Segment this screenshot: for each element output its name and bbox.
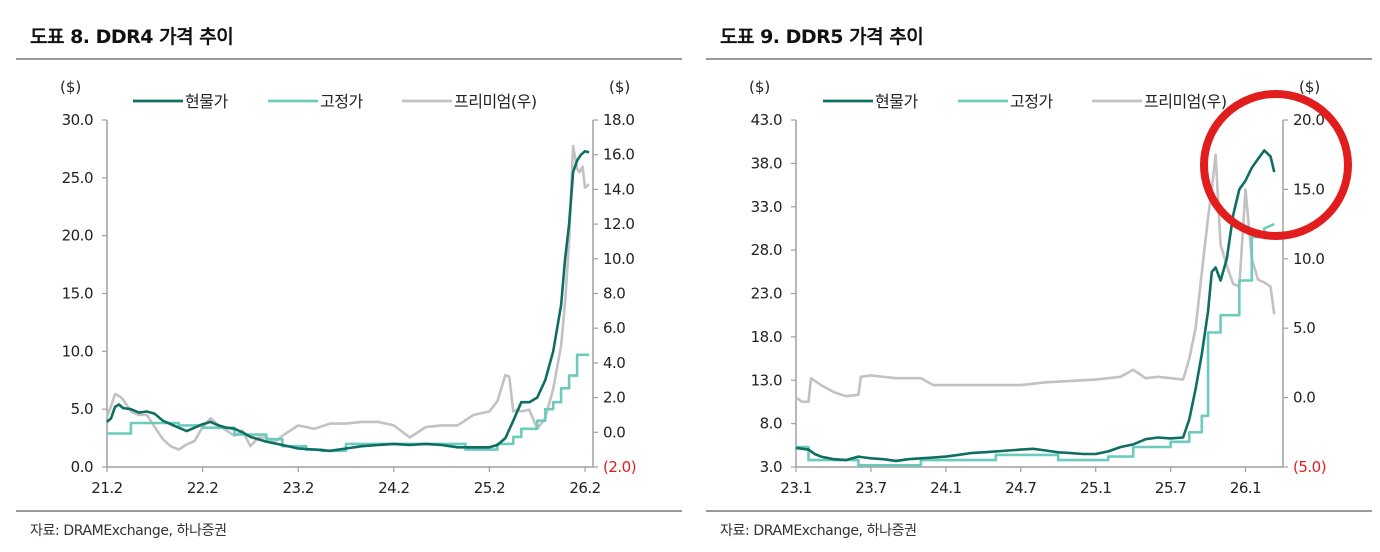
x-tick-label: 22.2	[187, 479, 218, 497]
ddr5-panel: 도표 9. DDR5 가격 추이 43.0 38.0 33.0 28.0 23.0 18.…	[690, 0, 1380, 552]
left-y-tick-label: 43.0	[751, 111, 782, 129]
series-line-premium	[795, 153, 1276, 404]
bottom-divider	[706, 510, 1372, 512]
right-y-tick-label: (5.0)	[1293, 458, 1326, 476]
x-tick-label: 24.1	[930, 479, 961, 497]
series-line-contract	[796, 222, 1275, 467]
series-line-spot	[106, 149, 590, 453]
ddr5-price-chart: 43.0 38.0 33.0 28.0 23.0 18.0 13.0 8.0 3.0 20.0 15…	[749, 78, 1327, 497]
x-tick-label: 23.1	[780, 479, 811, 497]
x-tick-label: 25.7	[1155, 479, 1186, 497]
left-y-tick-label: 20.0	[62, 227, 93, 245]
left-y-tick-label: 8.0	[760, 415, 782, 433]
x-tick-label: 25.1	[1080, 479, 1111, 497]
right-y-tick-label: 4.0	[603, 354, 625, 372]
left-y-tick-label: 30.0	[62, 111, 93, 129]
top-divider	[706, 58, 1372, 60]
x-tick-label: 24.2	[378, 479, 409, 497]
ddr4-panel: 도표 8. DDR4 가격 추이 30.0 25.0 20.0 15.0 10.0 5.0…	[16, 26, 682, 539]
right-y-tick-label: 12.0	[603, 215, 634, 233]
left-y-tick-label: 10.0	[62, 342, 93, 360]
left-y-tick-label: 25.0	[62, 169, 93, 187]
left-y-tick-label: 13.0	[751, 371, 782, 389]
left-y-tick-label: 0.0	[71, 458, 93, 476]
legend-label: 고정가	[320, 92, 363, 111]
right-y-tick-label: 0.0	[1293, 389, 1315, 407]
left-axis-unit: ($)	[60, 78, 81, 96]
legend-label: 프리미엄(우)	[1144, 92, 1227, 111]
right-axis-unit: ($)	[1299, 78, 1320, 96]
left-y-tick-label: 3.0	[760, 458, 782, 476]
chart-title: 도표 9. DDR5 가격 추이	[720, 26, 924, 48]
series-line-premium	[105, 144, 590, 451]
ddr4-price-chart: 30.0 25.0 20.0 15.0 10.0 5.0 0.0 18.0 16.0 14.0 12…	[60, 78, 637, 497]
right-axis-unit: ($)	[609, 78, 630, 96]
left-y-tick-label: 38.0	[751, 154, 782, 172]
right-y-tick-label: 18.0	[603, 111, 634, 129]
x-tick-label: 25.2	[474, 479, 505, 497]
top-divider	[16, 58, 682, 60]
left-y-tick-label: 28.0	[751, 241, 782, 259]
left-y-tick-label: 5.0	[71, 400, 93, 418]
x-tick-label: 23.7	[855, 479, 886, 497]
bottom-divider	[16, 510, 682, 512]
right-y-tick-label: 5.0	[1293, 319, 1315, 337]
right-y-tick-label: 10.0	[603, 250, 634, 268]
legend-label: 현물가	[185, 92, 228, 111]
source-note: 자료: DRAMExchange, 하나증권	[720, 523, 917, 539]
x-tick-label: 26.1	[1230, 479, 1261, 497]
legend-label: 프리미엄(우)	[454, 92, 537, 111]
chart-title: 도표 8. DDR4 가격 추이	[30, 26, 234, 48]
series-line-contract	[107, 353, 589, 453]
right-y-tick-label: 15.0	[1293, 180, 1324, 198]
x-tick-label: 23.2	[283, 479, 314, 497]
x-tick-label: 26.2	[569, 479, 600, 497]
right-y-tick-label: 10.0	[1293, 250, 1324, 268]
legend-label: 고정가	[1010, 92, 1053, 111]
right-y-tick-label: 6.0	[603, 319, 625, 337]
left-y-tick-label: 33.0	[751, 198, 782, 216]
right-y-tick-label: (2.0)	[603, 458, 636, 476]
right-y-tick-label: 0.0	[603, 423, 625, 441]
source-note: 자료: DRAMExchange, 하나증권	[30, 523, 227, 539]
right-y-tick-label: 8.0	[603, 285, 625, 303]
left-y-tick-label: 23.0	[751, 285, 782, 303]
right-y-tick-label: 2.0	[603, 389, 625, 407]
x-tick-label: 24.7	[1005, 479, 1036, 497]
right-y-tick-label: 14.0	[603, 180, 634, 198]
left-axis-unit: ($)	[749, 78, 770, 96]
left-y-tick-label: 15.0	[62, 285, 93, 303]
x-tick-label: 21.2	[91, 479, 122, 497]
legend-label: 현물가	[875, 92, 918, 111]
right-y-tick-label: 16.0	[603, 146, 634, 164]
left-y-tick-label: 18.0	[751, 328, 782, 346]
series-line-spot	[795, 149, 1276, 463]
right-y-tick-label: 20.0	[1293, 111, 1324, 129]
